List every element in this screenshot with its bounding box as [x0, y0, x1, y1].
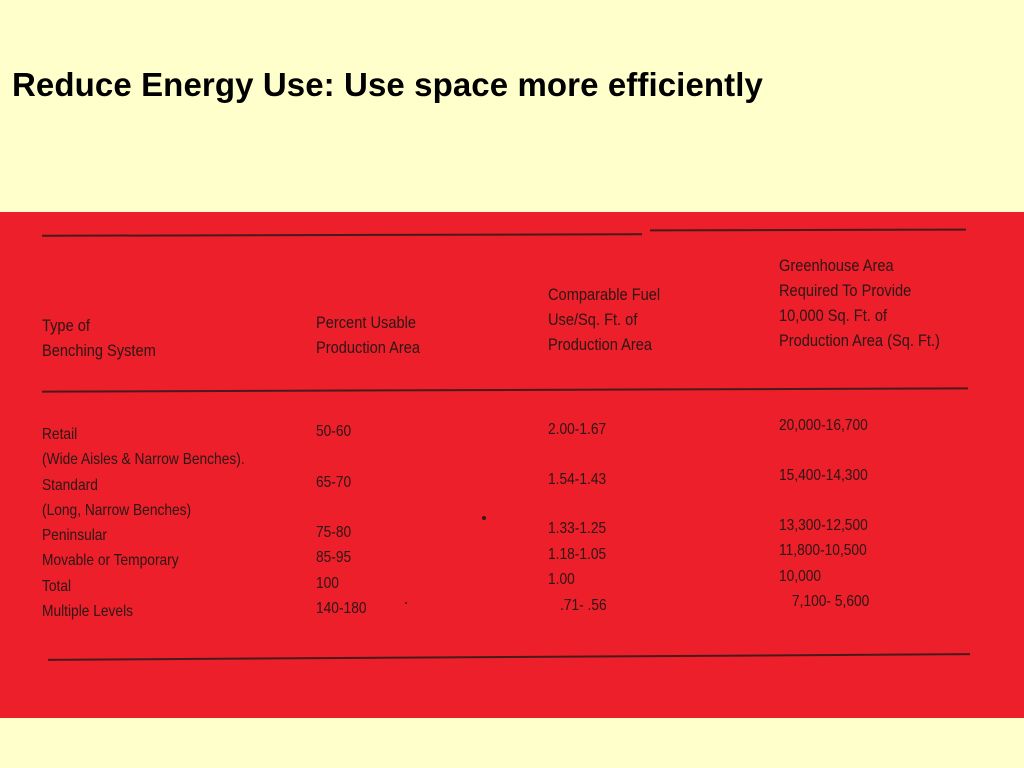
row-area-multiple-levels: 7,100- 5,600: [792, 593, 870, 610]
header-fuel-line-1: Comparable Fuel: [548, 285, 661, 304]
header-fuel-line-2: Use/Sq. Ft. of: [548, 310, 638, 329]
header-percent-line-2: Production Area: [316, 338, 421, 357]
row-fuel-standard: 1.54-1.43: [548, 471, 607, 488]
row-percent-peninsular: 75-80: [316, 524, 352, 541]
row-type-retail: Retail: [42, 426, 78, 443]
row-percent-movable: 85-95: [316, 549, 352, 566]
table-header-rule: [41, 387, 969, 393]
print-speck: [405, 602, 407, 604]
row-type-movable: Movable or Temporary: [42, 552, 179, 569]
benching-system-table-image: Type of Benching System Percent Usable P…: [0, 212, 1024, 718]
row-area-peninsular: 13,300-12,500: [779, 517, 868, 534]
row-type-total: Total: [42, 578, 72, 595]
row-fuel-total: 1.00: [548, 571, 575, 588]
row-area-retail: 20,000-16,700: [779, 417, 868, 434]
table-top-rule-left: [41, 233, 643, 237]
header-area-line-1: Greenhouse Area: [779, 256, 894, 275]
row-fuel-movable: 1.18-1.05: [548, 546, 607, 563]
header-type-line-2: Benching System: [42, 341, 156, 360]
header-area-line-2: Required To Provide: [779, 281, 912, 300]
row-type-retail-note: (Wide Aisles & Narrow Benches).: [42, 451, 245, 468]
header-fuel-line-3: Production Area: [548, 335, 653, 354]
header-area-line-3: 10,000 Sq. Ft. of: [779, 306, 888, 325]
header-type-line-1: Type of: [42, 316, 90, 335]
row-type-multiple-levels: Multiple Levels: [42, 603, 134, 620]
table-top-rule-right: [649, 228, 967, 232]
header-area-line-4: Production Area (Sq. Ft.): [779, 331, 940, 350]
header-percent-line-1: Percent Usable: [316, 313, 416, 332]
table-bottom-rule: [48, 653, 970, 661]
row-fuel-peninsular: 1.33-1.25: [548, 520, 607, 537]
slide-title: Reduce Energy Use: Use space more effici…: [12, 66, 763, 103]
row-type-standard: Standard: [42, 477, 98, 494]
row-fuel-multiple-levels: .71- .56: [560, 597, 607, 614]
row-type-peninsular: Peninsular: [42, 527, 108, 544]
print-speck: [482, 516, 486, 520]
row-percent-retail: 50-60: [316, 423, 352, 440]
row-percent-multiple-levels: 140-180: [316, 600, 367, 617]
row-area-total: 10,000: [779, 568, 822, 585]
row-fuel-retail: 2.00-1.67: [548, 421, 607, 438]
row-percent-total: 100: [316, 575, 339, 592]
row-area-standard: 15,400-14,300: [779, 467, 868, 484]
row-type-standard-note: (Long, Narrow Benches): [42, 502, 192, 519]
row-area-movable: 11,800-10,500: [779, 542, 867, 559]
row-percent-standard: 65-70: [316, 474, 352, 491]
